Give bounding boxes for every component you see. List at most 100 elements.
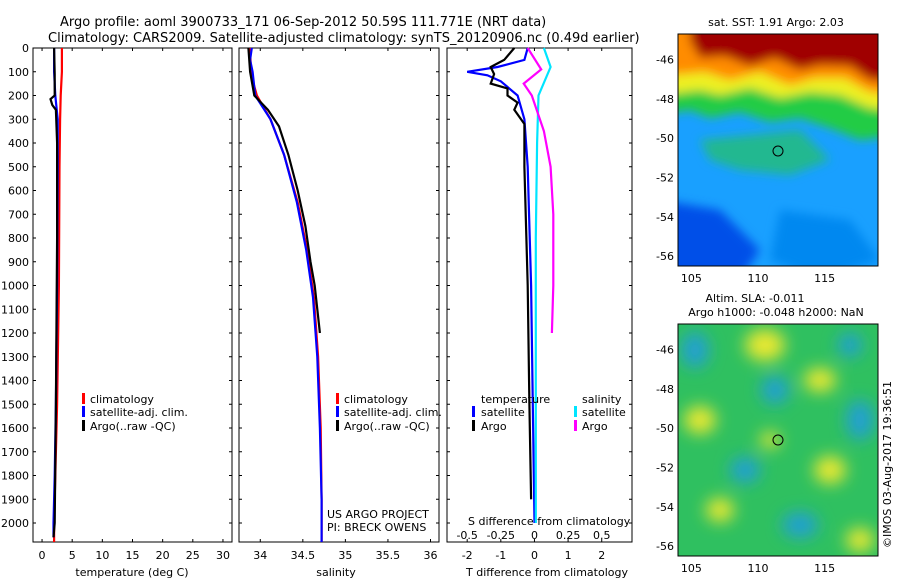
salinity-x-label: salinity xyxy=(316,566,356,579)
map-x-tick-label: 110 xyxy=(748,272,769,285)
x-tick-label: 36 xyxy=(423,549,437,562)
legend-swatch-t-argo xyxy=(472,420,475,431)
y-tick-label: 1700 xyxy=(1,446,29,459)
s-difference-axis-label: S difference from climatology xyxy=(468,515,631,528)
y-tick-label: 800 xyxy=(8,232,29,245)
legend-swatch-climatology xyxy=(336,393,339,404)
map-y-tick-label: -54 xyxy=(656,501,674,514)
legend-label-satellite: satellite-adj. clim. xyxy=(344,406,442,419)
temperature-legend: climatology satellite-adj. clim. Argo(..… xyxy=(82,393,188,433)
map-x-tick-label: 105 xyxy=(681,562,702,575)
y-tick-label: 1200 xyxy=(1,327,29,340)
legend-swatch-climatology xyxy=(82,393,85,404)
y-tick-label: 1300 xyxy=(1,351,29,364)
legend-label-t-argo: Argo xyxy=(481,420,507,433)
map-y-tick-label: -50 xyxy=(656,132,674,145)
salinity-legend: climatology satellite-adj. clim. Argo(..… xyxy=(336,393,442,433)
x-tick-label: 34.5 xyxy=(291,549,316,562)
legend-label-s-satellite: satellite xyxy=(582,406,626,419)
salinity-panel-frame xyxy=(238,47,440,543)
legend-label-t-satellite: satellite xyxy=(481,406,525,419)
legend-swatch-argo xyxy=(82,420,85,431)
x-tick-label: 0 xyxy=(39,549,46,562)
series-difference-t-argo xyxy=(489,47,533,500)
s-tick-label: 0 xyxy=(531,529,538,542)
map-x-tick-label: 115 xyxy=(814,272,835,285)
sla-map-title-line2: Argo h1000: -0.048 h2000: NaN xyxy=(688,306,864,319)
legend-swatch-satellite xyxy=(336,406,339,417)
y-tick-label: 2000 xyxy=(1,517,29,530)
map-y-tick-label: -50 xyxy=(656,422,674,435)
y-tick-label: 1400 xyxy=(1,375,29,388)
map-y-tick-label: -56 xyxy=(656,540,674,553)
s-tick-label: 0.5 xyxy=(593,529,611,542)
series-difference-s-argo xyxy=(522,47,555,334)
legend-label-climatology: climatology xyxy=(90,393,154,406)
s-tick-label: -0.25 xyxy=(487,529,515,542)
y-tick-label: 1900 xyxy=(1,493,29,506)
y-tick-label: 500 xyxy=(8,161,29,174)
sla-map-frame xyxy=(677,323,879,557)
map-x-tick-label: 110 xyxy=(748,562,769,575)
x-tick-label: 35 xyxy=(338,549,352,562)
map-x-tick-label: 115 xyxy=(814,562,835,575)
temperature-panel-frame xyxy=(32,47,233,543)
y-tick-label: 300 xyxy=(8,113,29,126)
y-tick-label: 100 xyxy=(8,66,29,79)
x-tick-label: 5 xyxy=(69,549,76,562)
legend-swatch-satellite xyxy=(82,406,85,417)
x-tick-label: 34 xyxy=(253,549,267,562)
map-y-tick-label: -48 xyxy=(656,383,674,396)
x-tick-label: 10 xyxy=(95,549,109,562)
legend-title-temperature: temperature xyxy=(481,393,550,406)
sla-map-title-line1: Altim. SLA: -0.011 xyxy=(705,292,804,305)
series-salinity-climatology xyxy=(249,47,323,542)
legend-label-argo: Argo(..raw -QC) xyxy=(90,420,176,433)
map-y-tick-label: -52 xyxy=(656,172,674,185)
legend-label-satellite: satellite-adj. clim. xyxy=(90,406,188,419)
t-difference-x-label: T difference from climatology xyxy=(465,566,628,579)
figure-title-line1: Argo profile: aoml 3900733_171 06-Sep-20… xyxy=(60,15,546,30)
figure-title-line2: Climatology: CARS2009. Satellite-adjuste… xyxy=(48,31,640,46)
x-tick-label: 30 xyxy=(216,549,230,562)
map-y-tick-label: -56 xyxy=(656,250,674,263)
series-salinity-argo-raw-qc- xyxy=(247,47,321,334)
imos-timestamp: ©IMOS 03-Aug-2017 19:36:51 xyxy=(881,381,894,548)
map-y-tick-label: -52 xyxy=(656,462,674,475)
series-difference-s-satellite xyxy=(534,47,552,523)
sla-map-field xyxy=(678,324,878,556)
map-y-tick-label: -46 xyxy=(656,344,674,357)
legend-label-s-argo: Argo xyxy=(582,420,608,433)
sst-map-title: sat. SST: 1.91 Argo: 2.03 xyxy=(708,16,844,29)
map-x-tick-label: 105 xyxy=(681,272,702,285)
y-tick-label: 700 xyxy=(8,208,29,221)
x-tick-label: 35.5 xyxy=(376,549,401,562)
x-tick-label: -2 xyxy=(462,549,473,562)
y-tick-label: 0 xyxy=(22,42,29,55)
map-y-tick-label: -54 xyxy=(656,211,674,224)
legend-title-salinity: salinity xyxy=(582,393,622,406)
series-salinity-satellite-adj-clim- xyxy=(248,47,323,542)
x-tick-label: 1 xyxy=(565,549,572,562)
legend-swatch-t-satellite xyxy=(472,406,475,417)
y-tick-label: 1500 xyxy=(1,398,29,411)
x-tick-label: -1 xyxy=(495,549,506,562)
sst-map-field xyxy=(678,34,878,266)
s-tick-label: 0.25 xyxy=(556,529,581,542)
series-temperature-argo-raw-qc- xyxy=(49,47,59,538)
y-tick-label: 1000 xyxy=(1,280,29,293)
map-y-tick-label: -46 xyxy=(656,54,674,67)
x-tick-label: 20 xyxy=(156,549,170,562)
credit-pi: PI: BRECK OWENS xyxy=(327,521,426,534)
x-tick-label: 15 xyxy=(126,549,140,562)
sst-profile-marker xyxy=(772,145,784,157)
legend-swatch-argo xyxy=(336,420,339,431)
sla-profile-marker xyxy=(772,434,784,446)
y-tick-label: 1100 xyxy=(1,303,29,316)
y-tick-label: 1600 xyxy=(1,422,29,435)
s-tick-label: -0.5 xyxy=(456,529,477,542)
sst-map-frame xyxy=(677,33,879,267)
x-tick-label: 25 xyxy=(186,549,200,562)
difference-legend: temperature salinity satellite Argo sate… xyxy=(472,393,626,433)
